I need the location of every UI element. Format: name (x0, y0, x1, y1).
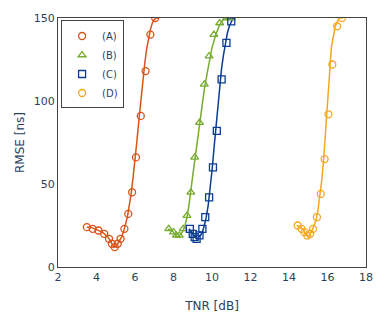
svg-text:(C): (C) (102, 69, 117, 80)
svg-text:10: 10 (205, 271, 219, 284)
svg-text:12: 12 (244, 271, 258, 284)
svg-text:150: 150 (34, 12, 55, 25)
svg-text:16: 16 (321, 271, 335, 284)
svg-text:14: 14 (282, 271, 296, 284)
svg-text:TNR [dB]: TNR [dB] (184, 299, 239, 313)
svg-text:0: 0 (48, 261, 55, 274)
svg-text:18: 18 (359, 271, 373, 284)
svg-text:8: 8 (170, 271, 177, 284)
svg-text:2: 2 (55, 271, 62, 284)
svg-text:4: 4 (93, 271, 100, 284)
svg-text:(B): (B) (102, 50, 117, 61)
svg-text:RMSE [ns]: RMSE [ns] (13, 112, 27, 173)
svg-text:(D): (D) (102, 88, 118, 99)
svg-text:100: 100 (34, 95, 55, 108)
svg-text:(A): (A) (102, 31, 117, 42)
svg-text:6: 6 (132, 271, 139, 284)
svg-text:50: 50 (41, 178, 55, 191)
